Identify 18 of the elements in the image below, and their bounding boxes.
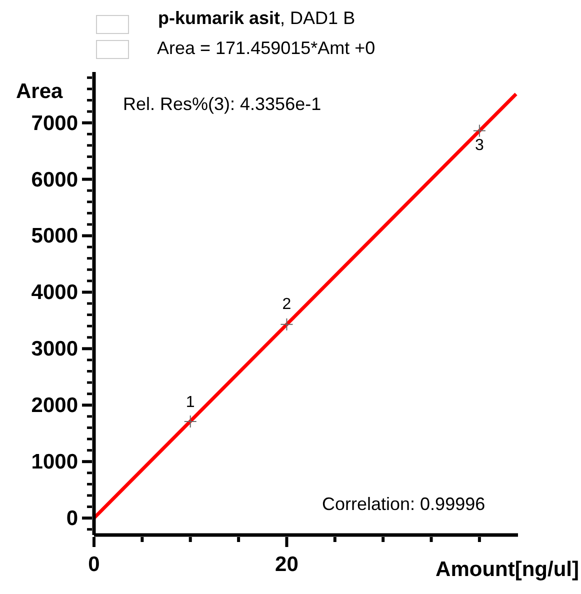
y-tick-label: 2000 <box>31 394 78 418</box>
y-tick-label: 6000 <box>31 168 78 192</box>
chart-subtitle: Area = 171.459015*Amt +0 <box>157 38 376 59</box>
y-tick-label: 5000 <box>31 224 78 248</box>
annotation: Rel. Res%(3): 4.3356e-1 <box>123 94 322 115</box>
y-tick-label: 4000 <box>31 281 78 304</box>
annotation: 3 <box>474 136 485 155</box>
x-tick-label: 20 <box>275 553 298 576</box>
annotation: 2 <box>281 296 292 314</box>
y-tick-label: 1000 <box>31 450 78 474</box>
y-tick-label: 7000 <box>31 112 78 135</box>
y-axis-title: Area <box>16 80 63 104</box>
annotation: Correlation: 0.99996 <box>322 494 486 515</box>
y-tick-label: 3000 <box>31 338 78 361</box>
annotation: 1 <box>184 394 196 412</box>
chart-title: p-kumarik asit, DAD1 B <box>158 8 356 29</box>
y-tick-label: 0 <box>66 507 78 530</box>
x-axis-title: Amount[ng/ul] <box>436 558 579 582</box>
